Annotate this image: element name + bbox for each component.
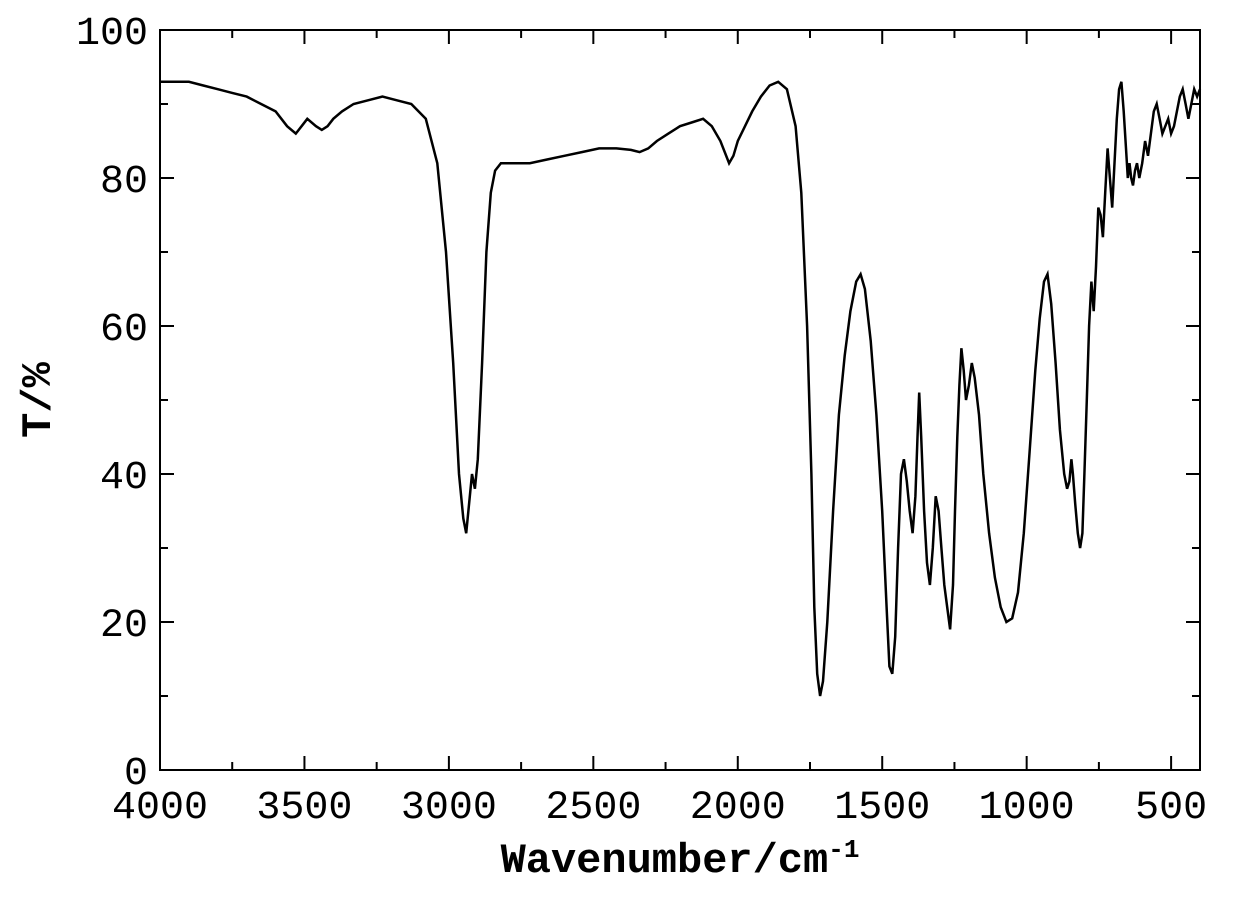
x-tick-label: 1000 (979, 786, 1075, 831)
y-tick-label: 20 (100, 604, 148, 649)
y-axis-label: T/% (15, 361, 63, 437)
y-tick-label: 100 (76, 12, 148, 57)
x-tick-label: 2000 (690, 786, 786, 831)
chart-svg: 4000350030002500200015001000500020406080… (0, 0, 1240, 902)
x-tick-label: 500 (1135, 786, 1207, 831)
x-axis-label: Wavenumber/cm-1 (501, 835, 860, 885)
y-tick-label: 40 (100, 456, 148, 501)
x-tick-label: 3000 (401, 786, 497, 831)
spectrum-line (160, 82, 1200, 696)
y-tick-label: 80 (100, 160, 148, 205)
y-tick-label: 0 (124, 752, 148, 797)
y-tick-label: 60 (100, 308, 148, 353)
x-tick-label: 2500 (545, 786, 641, 831)
x-tick-label: 3500 (256, 786, 352, 831)
x-tick-label: 1500 (834, 786, 930, 831)
plot-border (160, 30, 1200, 770)
ir-spectrum-chart: 4000350030002500200015001000500020406080… (0, 0, 1240, 902)
